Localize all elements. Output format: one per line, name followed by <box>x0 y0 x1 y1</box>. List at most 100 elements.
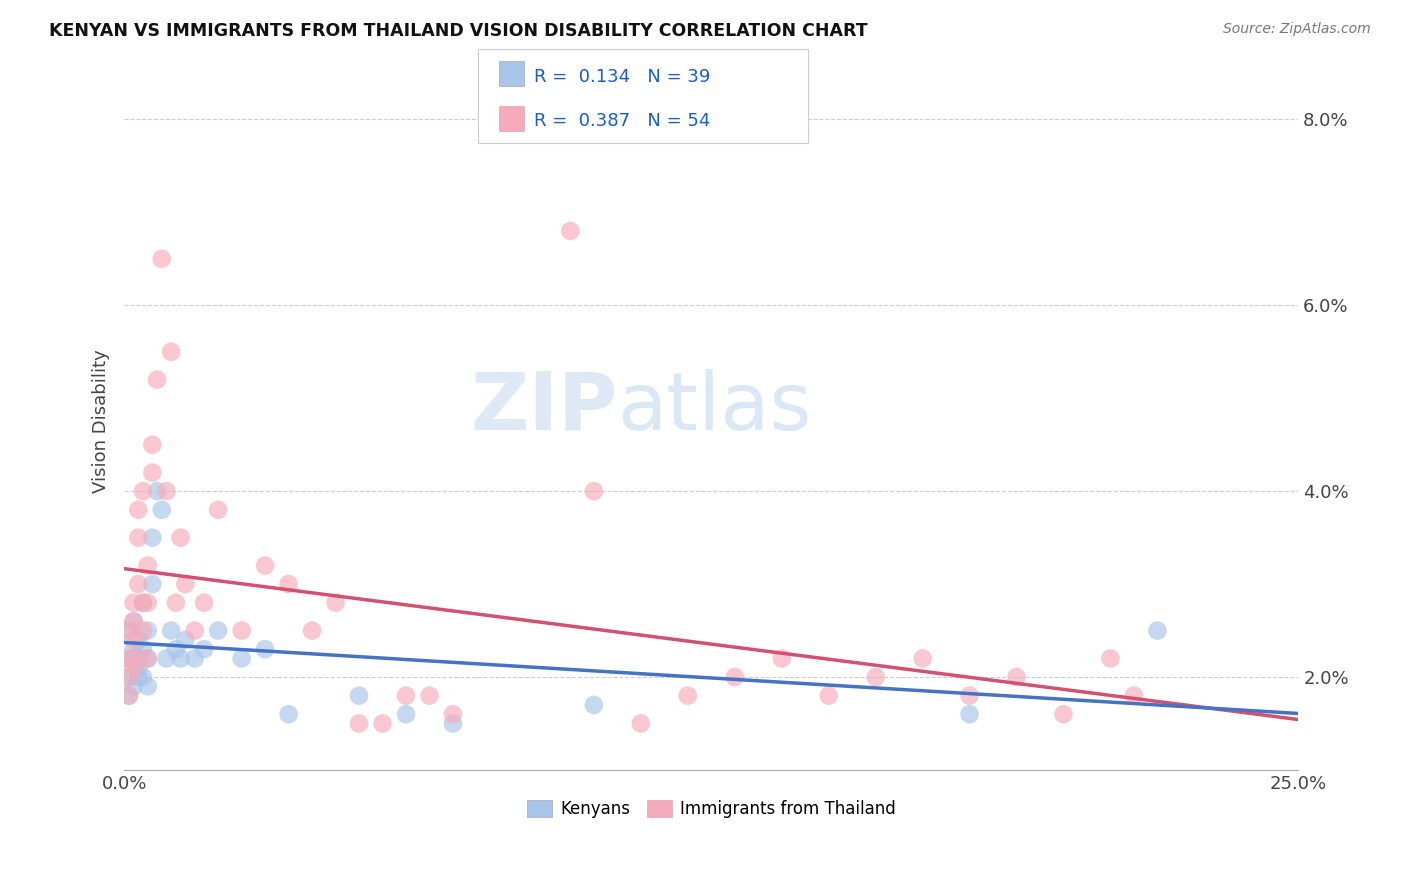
Point <box>127 577 149 591</box>
Point <box>141 577 163 591</box>
Point <box>277 707 299 722</box>
Point <box>254 642 277 657</box>
Point <box>165 642 187 657</box>
Legend: Kenyans, Immigrants from Thailand: Kenyans, Immigrants from Thailand <box>520 793 903 824</box>
Point <box>122 615 145 629</box>
Point <box>1052 707 1074 722</box>
Point <box>118 670 141 684</box>
Point <box>136 596 159 610</box>
Point <box>136 651 159 665</box>
Point <box>169 651 191 665</box>
Point <box>169 531 191 545</box>
Point <box>371 716 394 731</box>
Point <box>1099 651 1122 665</box>
Point <box>136 679 159 693</box>
Point <box>441 707 464 722</box>
Point <box>183 624 205 638</box>
Text: ZIP: ZIP <box>470 368 617 447</box>
Point <box>193 642 215 657</box>
Point <box>122 642 145 657</box>
Point <box>122 651 145 665</box>
Point <box>118 689 141 703</box>
Point <box>347 689 370 703</box>
Point <box>127 651 149 665</box>
Point <box>136 624 159 638</box>
Point <box>127 670 149 684</box>
Point <box>1123 689 1146 703</box>
Text: atlas: atlas <box>617 368 811 447</box>
Point <box>122 596 145 610</box>
Point <box>132 624 155 638</box>
Point <box>959 707 981 722</box>
Point <box>141 438 163 452</box>
Point <box>160 624 183 638</box>
Point <box>160 344 183 359</box>
Point <box>817 689 839 703</box>
Point <box>122 632 145 647</box>
Point <box>132 642 155 657</box>
Point <box>865 670 887 684</box>
Point <box>127 531 149 545</box>
Point <box>395 689 418 703</box>
Point <box>1146 624 1168 638</box>
Point <box>207 624 229 638</box>
Point <box>231 651 253 665</box>
Point <box>959 689 981 703</box>
Point <box>141 466 163 480</box>
Y-axis label: Vision Disability: Vision Disability <box>93 350 110 493</box>
Point <box>174 577 197 591</box>
Point <box>118 670 141 684</box>
Point <box>132 596 155 610</box>
Point <box>325 596 347 610</box>
Point <box>231 624 253 638</box>
Point <box>155 484 177 499</box>
Point <box>127 632 149 647</box>
Point <box>118 624 141 638</box>
Point <box>136 651 159 665</box>
Point <box>132 596 155 610</box>
Text: R =  0.134   N = 39: R = 0.134 N = 39 <box>534 68 710 86</box>
Point <box>630 716 652 731</box>
Point <box>911 651 934 665</box>
Point <box>146 484 169 499</box>
Point <box>193 596 215 610</box>
Point <box>301 624 323 638</box>
Point <box>560 224 582 238</box>
Point <box>277 577 299 591</box>
Point <box>174 632 197 647</box>
Point <box>127 651 149 665</box>
Point <box>770 651 793 665</box>
Point <box>183 651 205 665</box>
Point <box>1005 670 1028 684</box>
Point <box>127 661 149 675</box>
Point <box>146 373 169 387</box>
Point <box>118 651 141 665</box>
Point <box>122 679 145 693</box>
Point <box>141 531 163 545</box>
Text: KENYAN VS IMMIGRANTS FROM THAILAND VISION DISABILITY CORRELATION CHART: KENYAN VS IMMIGRANTS FROM THAILAND VISIO… <box>49 22 868 40</box>
Point <box>122 661 145 675</box>
Text: R =  0.387   N = 54: R = 0.387 N = 54 <box>534 112 710 129</box>
Point <box>395 707 418 722</box>
Point <box>582 698 605 712</box>
Point <box>132 670 155 684</box>
Point <box>254 558 277 573</box>
Point <box>150 502 173 516</box>
Point <box>136 558 159 573</box>
Point <box>207 502 229 516</box>
Point <box>155 651 177 665</box>
Text: Source: ZipAtlas.com: Source: ZipAtlas.com <box>1223 22 1371 37</box>
Point <box>118 689 141 703</box>
Point <box>441 716 464 731</box>
Point <box>118 651 141 665</box>
Point <box>132 484 155 499</box>
Point <box>150 252 173 266</box>
Point <box>118 624 141 638</box>
Point <box>724 670 747 684</box>
Point <box>418 689 440 703</box>
Point <box>127 502 149 516</box>
Point <box>582 484 605 499</box>
Point <box>165 596 187 610</box>
Point <box>676 689 699 703</box>
Point <box>122 615 145 629</box>
